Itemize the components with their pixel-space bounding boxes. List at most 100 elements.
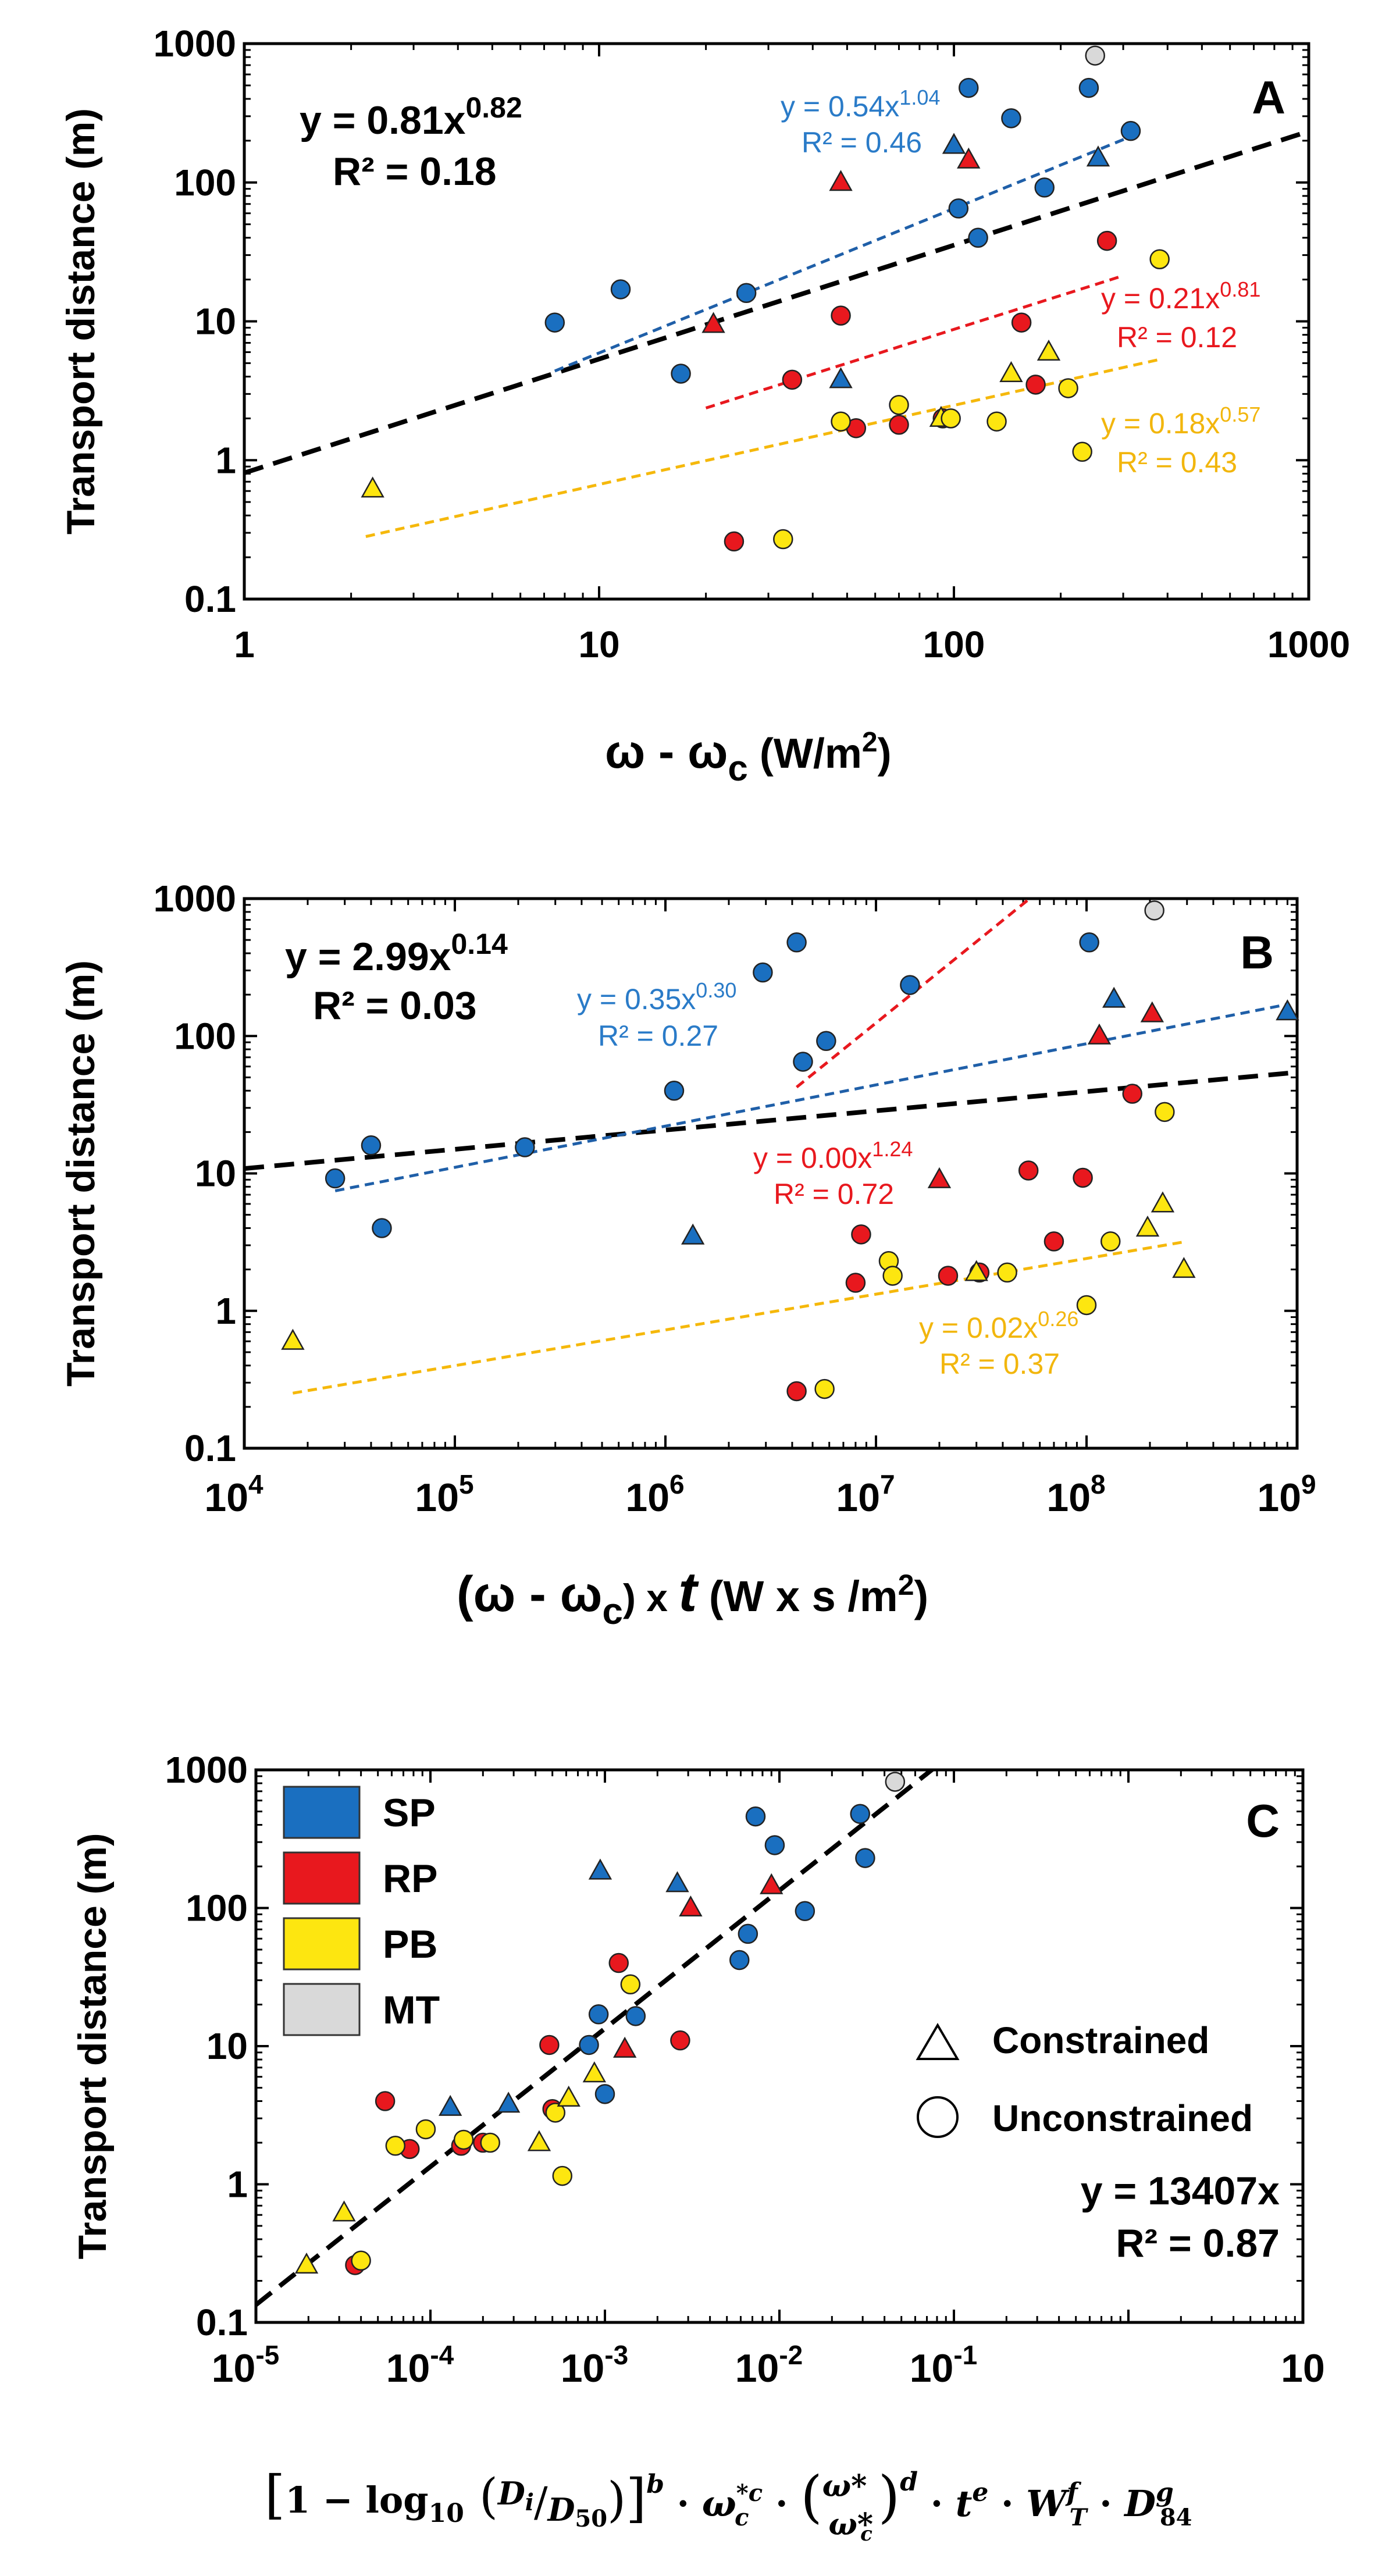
legend-label: RP xyxy=(383,1857,437,1901)
y-tick-label: 10 xyxy=(206,2025,248,2067)
data-point-sp xyxy=(515,1137,535,1157)
data-point-pb xyxy=(814,1378,835,1399)
x-tick-label: 10-1 xyxy=(910,2340,978,2390)
data-point-rp xyxy=(1043,1231,1064,1252)
series-equation: y = 0.02x0.26 xyxy=(919,1307,1078,1344)
y-tick-label: 0.1 xyxy=(196,2301,248,2343)
data-point-rp xyxy=(1140,1001,1164,1022)
x-tick-label: 10 xyxy=(1281,2346,1325,2390)
data-point-pb xyxy=(986,411,1007,432)
data-point-pb xyxy=(453,2129,474,2150)
legend-swatch-rp xyxy=(283,1851,361,1905)
legend-triangle-icon xyxy=(916,2023,960,2060)
data-point-pb xyxy=(1155,1102,1175,1123)
tick-base: 10 xyxy=(212,2346,256,2390)
formula-sup: d xyxy=(900,2467,918,2497)
formula-sup: b xyxy=(646,2470,664,2499)
y-tick-label: 10 xyxy=(195,1153,236,1195)
data-point-mt xyxy=(885,1772,906,1792)
formula-d84: D xyxy=(1123,2482,1156,2525)
data-point-sp xyxy=(1276,999,1299,1021)
data-point-sp xyxy=(671,364,691,384)
formula-sub: c xyxy=(735,2504,749,2531)
data-point-sp xyxy=(942,133,966,154)
tick-base: 10 xyxy=(204,1476,248,1520)
data-point-sp xyxy=(753,962,773,983)
formula-bracket: [ xyxy=(265,2464,285,2525)
data-point-rp xyxy=(1087,1023,1112,1045)
formula-dot: · xyxy=(988,2482,1026,2525)
data-point-sp xyxy=(729,1950,750,1971)
data-point-rp xyxy=(760,1873,783,1894)
data-point-rp xyxy=(613,2036,637,2058)
x-tick-label: 108 xyxy=(1046,1469,1105,1520)
x-axis-formula: [1 − log10 (Di/D50)]b · ω*c c · (ω* ω*c)d … xyxy=(265,2464,1192,2546)
tick-exponent: 9 xyxy=(1301,1469,1316,1499)
formula-sub: 84 xyxy=(1160,2504,1192,2531)
data-point-sp xyxy=(588,2004,609,2025)
data-point-sp xyxy=(681,1223,705,1245)
x-axis-label-main: (ω - ω xyxy=(457,1566,602,1622)
overall-trendline xyxy=(244,129,1309,475)
tick-base: 10 xyxy=(386,2346,430,2390)
series-equation-exponent: 0.81 xyxy=(1220,277,1260,301)
series-equation: y = 0.18x0.57 xyxy=(1101,402,1260,440)
x-axis-label-unit: (W/m xyxy=(748,731,862,777)
data-point-rp xyxy=(851,1224,871,1245)
tick-exponent: 6 xyxy=(669,1469,685,1499)
series-r2: R² = 0.37 xyxy=(939,1348,1060,1380)
formula-d50: D xyxy=(547,2491,575,2528)
x-axis-label: (ω - ωc) x t (W x s /m2) xyxy=(457,1561,928,1632)
panel-letter: B xyxy=(1240,927,1274,978)
tick-base: 10 xyxy=(1257,1476,1301,1520)
data-point-rp xyxy=(375,2091,396,2111)
data-point-sp xyxy=(610,279,631,300)
tick-base: 10 xyxy=(836,1476,880,1520)
formula-paren: ( xyxy=(800,2464,822,2529)
formula-di: D xyxy=(497,2475,525,2512)
data-point-sp xyxy=(361,1135,382,1156)
data-point-pb xyxy=(882,1266,903,1286)
data-point-pb xyxy=(941,408,961,429)
series-equation-base: y = 0.18x xyxy=(1101,407,1220,440)
formula-paren: ) xyxy=(607,2472,626,2528)
data-point-sp xyxy=(958,77,979,98)
formula-slash: / xyxy=(534,2478,548,2526)
y-tick-label: 1000 xyxy=(154,23,236,65)
y-tick-label: 1 xyxy=(215,1290,236,1332)
x-tick-label: 10 xyxy=(578,623,619,665)
data-point-sp xyxy=(579,2035,599,2055)
tick-exponent: 8 xyxy=(1091,1469,1106,1499)
tick-exponent: -4 xyxy=(430,2340,454,2370)
data-point-sp xyxy=(850,1804,870,1824)
formula-sub: c xyxy=(860,2522,872,2546)
tick-base: 10 xyxy=(910,2346,954,2390)
data-point-pb xyxy=(527,2130,551,2151)
x-axis-label-unit: (W x s /m xyxy=(697,1572,897,1620)
data-point-rp xyxy=(1018,1160,1039,1181)
overall-equation: y = 13407x xyxy=(1081,2169,1280,2213)
data-point-sp xyxy=(1034,177,1055,198)
data-point-pb xyxy=(281,1328,305,1350)
data-point-pb xyxy=(294,2252,319,2274)
y-tick-label: 100 xyxy=(186,1887,248,1929)
data-point-sp xyxy=(855,1848,875,1868)
y-tick-label: 0.1 xyxy=(184,1427,236,1469)
data-point-sp xyxy=(594,2084,615,2104)
formula-dot: · xyxy=(763,2482,800,2525)
data-point-pb xyxy=(1100,1231,1121,1252)
data-point-pb xyxy=(361,476,384,498)
legend-swatch-mt xyxy=(283,1983,361,2036)
formula-sub: 50 xyxy=(575,2505,607,2532)
formula-dot: · xyxy=(664,2482,702,2525)
y-tick-label: 10 xyxy=(195,301,236,343)
data-point-pb xyxy=(415,2119,436,2140)
data-point-sp xyxy=(829,367,853,389)
data-point-sp xyxy=(588,1858,612,1880)
x-axis-label-mid: ) x xyxy=(623,1576,678,1619)
data-point-pb xyxy=(545,2103,566,2123)
x-axis-label-end: ) xyxy=(914,1572,929,1620)
